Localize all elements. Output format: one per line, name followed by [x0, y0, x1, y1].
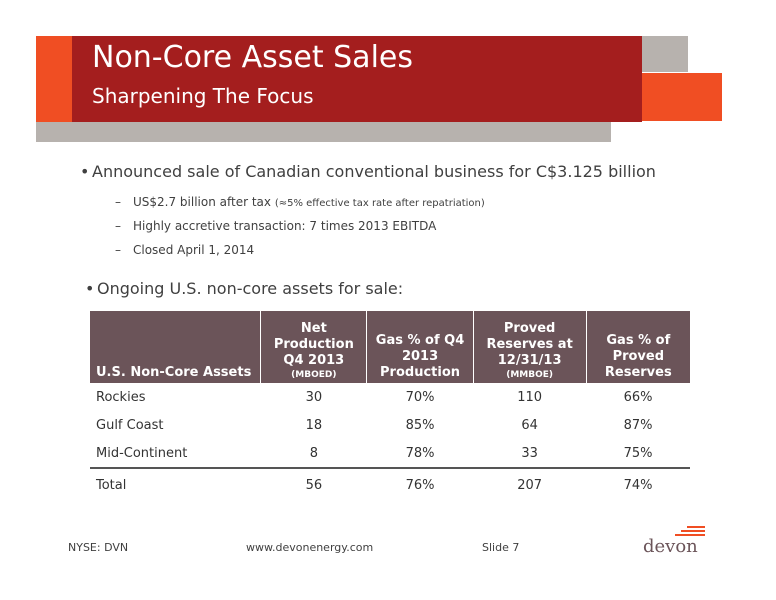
devon-logo: devon	[643, 524, 713, 558]
sub-bullet-after-tax: – US$2.7 billion after tax (≈5% effective…	[115, 195, 485, 209]
header-unit: (MMBOE)	[506, 370, 554, 380]
assets-table: U.S. Non-Core Assets Net Production Q4 2…	[90, 311, 690, 501]
cell-gas-production: 70%	[405, 389, 435, 405]
header-orange-block	[642, 73, 722, 121]
cell-gas-production: 76%	[366, 467, 474, 501]
cell-gas-reserves: 74%	[586, 467, 690, 501]
logo-wordmark: devon	[643, 536, 698, 557]
footer-ticker: NYSE: DVN	[68, 541, 129, 554]
logo-stripe-icon	[681, 530, 705, 532]
cell-gas-production: 78%	[405, 445, 435, 461]
header-gray-block	[642, 36, 688, 72]
slide-subtitle: Sharpening The Focus	[92, 84, 314, 108]
footer-website: www.devonenergy.com	[246, 541, 374, 554]
cell-reserves: 207	[473, 467, 587, 501]
bullet-text: Ongoing U.S. non-core assets for sale:	[97, 279, 404, 298]
table-header-row: U.S. Non-Core Assets Net Production Q4 2…	[90, 311, 690, 383]
header-gas-reserves: Gas % of Proved Reserves	[585, 311, 690, 383]
sub-bullet-accretive: – Highly accretive transaction: 7 times 2…	[115, 219, 436, 233]
logo-stripe-icon	[687, 526, 705, 528]
bullet-dot-icon: •	[85, 279, 95, 298]
cell-production: 30	[305, 389, 323, 405]
sub-bullet-closed: – Closed April 1, 2014	[115, 243, 254, 257]
header-net-production: Net Production Q4 2013 (MBOED)	[260, 311, 367, 383]
header-assets: U.S. Non-Core Assets	[90, 311, 261, 383]
cell-production: 56	[260, 467, 367, 501]
logo-stripe-icon	[675, 534, 705, 536]
table-row: Mid-Continent 8 78% 33 75%	[90, 439, 690, 468]
dash-icon: –	[115, 243, 121, 257]
cell-asset: Total	[90, 467, 261, 501]
cell-gas-reserves: 87%	[623, 417, 653, 433]
cell-asset: Rockies	[96, 389, 146, 405]
header-orange-edge	[36, 36, 72, 122]
cell-reserves: 33	[521, 445, 538, 461]
cell-production: 18	[305, 417, 323, 433]
bullet-text: Announced sale of Canadian conventional …	[92, 162, 656, 181]
cell-production: 8	[309, 445, 318, 461]
sub-bullet-text: US$2.7 billion after tax	[133, 195, 275, 209]
header-gas-production: Gas % of Q4 2013 Production	[366, 311, 474, 383]
bullet-us-assets: • Ongoing U.S. non-core assets for sale:	[85, 279, 403, 298]
bullet-canadian-sale: • Announced sale of Canadian conventional…	[80, 162, 656, 181]
sub-bullet-text: Highly accretive transaction: 7 times 20…	[133, 219, 437, 233]
cell-gas-reserves: 75%	[623, 445, 653, 461]
table-row: Gulf Coast 18 85% 64 87%	[90, 411, 690, 439]
slide-title: Non-Core Asset Sales	[92, 40, 413, 75]
table-total-row: Total 56 76% 207 74%	[90, 467, 690, 501]
sub-bullet-text: Closed April 1, 2014	[133, 243, 255, 257]
cell-gas-production: 85%	[405, 417, 435, 433]
cell-reserves: 110	[517, 389, 543, 405]
header-unit: (MBOED)	[291, 370, 337, 380]
cell-reserves: 64	[521, 417, 538, 433]
sub-bullet-note: (≈5% effective tax rate after repatriati…	[274, 198, 485, 209]
footer-slide-number: Slide 7	[482, 541, 520, 554]
cell-gas-reserves: 66%	[623, 389, 653, 405]
bullet-dot-icon: •	[80, 162, 90, 181]
header-red-banner	[72, 36, 642, 122]
cell-asset: Gulf Coast	[96, 417, 164, 433]
header-proved-reserves: Proved Reserves at 12/31/13 (MMBOE)	[472, 311, 587, 383]
table-row: Rockies 30 70% 110 66%	[90, 383, 690, 411]
dash-icon: –	[115, 219, 121, 233]
cell-asset: Mid-Continent	[96, 445, 188, 461]
dash-icon: –	[115, 195, 121, 209]
